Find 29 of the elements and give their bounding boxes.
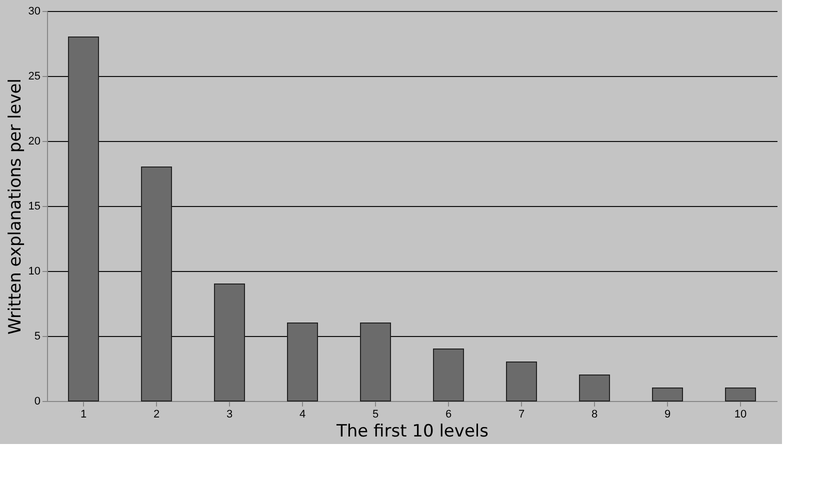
y-tick-label: 15 — [28, 200, 40, 212]
x-tick-label: 1 — [80, 408, 87, 420]
bar — [214, 284, 245, 402]
y-tick-label: 0 — [34, 396, 40, 408]
bar — [579, 374, 610, 402]
x-tick-label: 10 — [734, 408, 747, 420]
x-tick-label: 3 — [226, 408, 233, 420]
y-axis-title: Written explanations per level — [5, 78, 26, 334]
x-tick-label: 4 — [299, 408, 306, 420]
y-tick-label: 25 — [28, 70, 40, 82]
x-tick-label: 7 — [518, 408, 525, 420]
bar — [725, 388, 756, 402]
bar — [360, 322, 391, 402]
x-tick-label: 9 — [664, 408, 671, 420]
x-tick-label: 8 — [591, 408, 598, 420]
y-tick-label: 10 — [28, 266, 40, 278]
x-axis-title: The first 10 levels — [336, 422, 489, 442]
bar — [68, 36, 99, 402]
bar — [652, 388, 683, 402]
bar — [287, 322, 318, 402]
y-tick-label: 20 — [28, 136, 40, 148]
x-tick-label: 2 — [153, 408, 160, 420]
bar — [433, 348, 464, 402]
bar — [506, 362, 537, 402]
y-tick-label: 30 — [28, 6, 40, 18]
x-tick-label: 5 — [372, 408, 379, 420]
bar — [141, 166, 172, 402]
x-tick-label: 6 — [445, 408, 452, 420]
y-tick-label: 5 — [34, 330, 40, 342]
